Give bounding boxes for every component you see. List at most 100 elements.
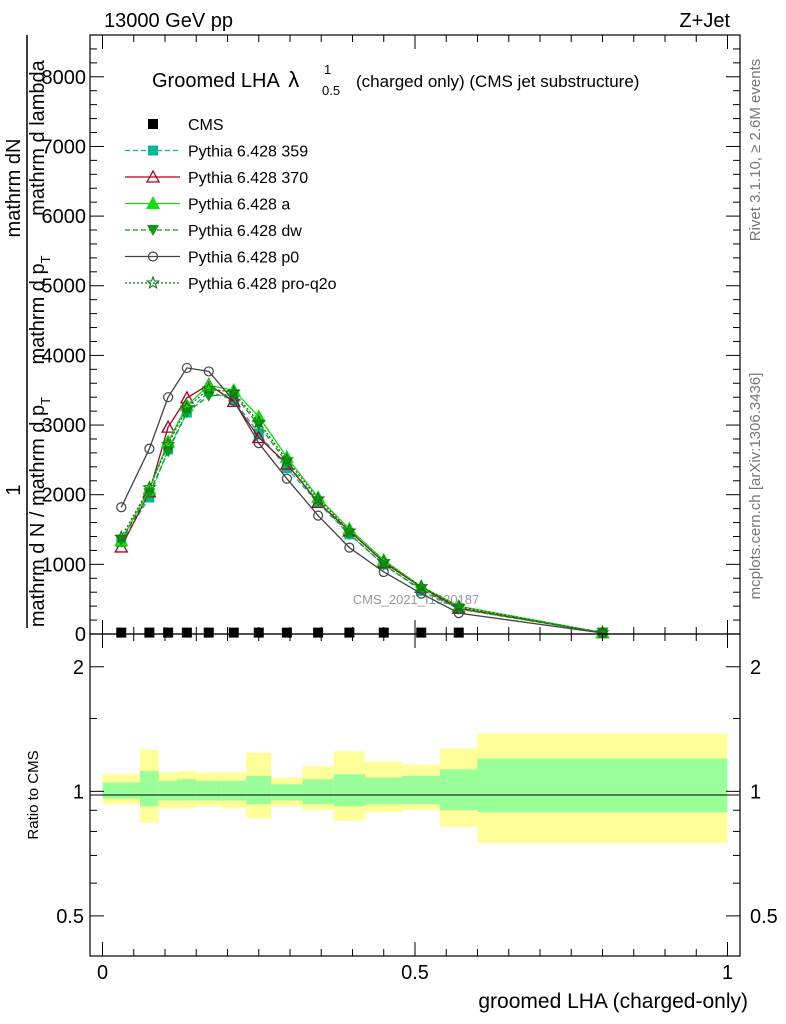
legend-label-pp0: Pythia 6.428 p0 bbox=[188, 250, 299, 267]
data-point-pq2o bbox=[160, 437, 176, 451]
data-point-pa bbox=[201, 377, 216, 391]
data-point-cms bbox=[344, 627, 355, 638]
data-point-pp0 bbox=[181, 362, 192, 374]
data-point-cms bbox=[144, 627, 155, 638]
y-tick-label: 0 bbox=[75, 624, 86, 646]
data-point-pq2o bbox=[451, 599, 466, 613]
y-tick-label: 3000 bbox=[42, 415, 87, 437]
data-point-cms bbox=[163, 627, 174, 638]
legend-marker-pq2o bbox=[145, 275, 161, 290]
data-point-p370 bbox=[226, 394, 241, 408]
legend-marker-pdw bbox=[147, 225, 159, 236]
data-point-cms bbox=[281, 627, 292, 638]
series-line-pp0 bbox=[120, 367, 603, 634]
y-label-numerator: mathrm dN bbox=[3, 139, 25, 238]
y-tick-label: 5000 bbox=[42, 276, 87, 298]
data-point-p370 bbox=[161, 419, 176, 433]
ratio-plot-panel: 0 0.5 1 0.5 0.5 1 1 2 2 Ratio to CMS groomed LHA… bbox=[25, 633, 778, 1013]
data-point-cms bbox=[378, 627, 389, 638]
data-point-pq2o bbox=[342, 523, 357, 538]
series-line-pq2o bbox=[120, 388, 603, 634]
ratio-plot-ticks: 0 0.5 1 0.5 0.5 1 1 2 2 bbox=[56, 634, 778, 984]
legend-label-p359: Pythia 6.428 359 bbox=[188, 144, 308, 161]
plot-title-main: Groomed LHA bbox=[152, 70, 280, 92]
legend-marker-p370 bbox=[145, 169, 161, 183]
ratio-y-axis-label: Ratio to CMS bbox=[25, 750, 42, 839]
ratio-inner-band bbox=[246, 775, 272, 805]
process-label: Z+Jet bbox=[679, 10, 730, 32]
legend-marker-pa bbox=[145, 196, 161, 210]
plot-title-suffix: (charged only) (CMS jet substructure) bbox=[356, 72, 639, 91]
data-point-cms bbox=[313, 627, 324, 638]
x-axis-label: groomed LHA (charged-only) bbox=[478, 990, 748, 1013]
ratio-inner-band bbox=[440, 769, 478, 811]
ratio-y-tick-label: 2 bbox=[73, 657, 84, 679]
y-tick-label: 1000 bbox=[42, 554, 87, 576]
data-point-pp0 bbox=[453, 608, 464, 619]
y-label-denominator-a: mathrm d N / mathrm d pT bbox=[27, 397, 53, 627]
legend-marker-cms bbox=[148, 119, 158, 129]
ratio-y-tick-label: 1 bbox=[73, 781, 84, 803]
data-point-pp0 bbox=[228, 395, 239, 406]
data-point-pq2o bbox=[376, 554, 391, 568]
ratio-inner-band bbox=[402, 775, 440, 805]
legend-label-cms: CMS bbox=[188, 117, 224, 134]
data-point-cms bbox=[203, 627, 214, 638]
ratio-inner-band bbox=[365, 777, 403, 805]
data-point-pp0 bbox=[116, 502, 127, 513]
x-tick-label: 0 bbox=[97, 962, 108, 984]
legend-marker-p359 bbox=[148, 145, 158, 156]
data-point-pq2o bbox=[201, 381, 216, 395]
legend-label-p370: Pythia 6.428 370 bbox=[188, 170, 308, 187]
series-pq2o bbox=[114, 381, 610, 639]
data-point-cms bbox=[416, 627, 427, 638]
data-point-pq2o bbox=[279, 452, 295, 466]
ratio-inner-band bbox=[271, 784, 303, 801]
data-point-pp0 bbox=[253, 438, 264, 449]
ratio-inner-band bbox=[477, 758, 728, 813]
ratio-inner-band bbox=[102, 782, 140, 799]
legend-label-pdw: Pythia 6.428 dw bbox=[188, 223, 302, 240]
data-point-pq2o bbox=[179, 400, 195, 414]
y-tick-label: 8000 bbox=[42, 67, 87, 89]
data-point-cms bbox=[181, 627, 192, 638]
y-tick-label: 7000 bbox=[42, 136, 87, 158]
plot-title-superscript: 1 bbox=[324, 62, 331, 77]
data-point-pq2o bbox=[414, 579, 429, 593]
ratio-y-tick-label: 0.5 bbox=[56, 906, 84, 928]
ratio-inner-band bbox=[333, 774, 365, 807]
data-point-p359 bbox=[253, 428, 264, 439]
ratio-bands bbox=[102, 733, 728, 844]
x-tick-label: 0.5 bbox=[401, 962, 429, 984]
ratio-inner-band bbox=[177, 779, 197, 801]
data-point-cms bbox=[116, 627, 127, 638]
y-label-denominator-b: mathrm d pT bbox=[27, 255, 53, 364]
data-point-pq2o bbox=[310, 491, 326, 505]
x-tick-label: 1 bbox=[722, 962, 733, 984]
data-point-pp0 bbox=[203, 366, 214, 377]
main-y-axis-label: 1 mathrm dN mathrm d N / mathrm d pT mat… bbox=[3, 35, 53, 628]
y-label-denominator-c: mathrm d lambda bbox=[27, 59, 49, 215]
ratio-inner-band bbox=[302, 779, 334, 805]
series-pp0 bbox=[116, 362, 608, 639]
legend-label-pa: Pythia 6.428 a bbox=[188, 197, 290, 214]
main-plot-ticks: 0 1000 2000 3000 4000 5000 6000 7000 8000 bbox=[42, 35, 740, 646]
data-point-pq2o bbox=[226, 384, 241, 399]
data-point-pq2o bbox=[251, 414, 266, 429]
data-point-pp0 bbox=[344, 542, 355, 553]
y-tick-label: 4000 bbox=[42, 345, 87, 367]
data-point-pq2o bbox=[142, 480, 157, 494]
ratio-inner-band bbox=[158, 780, 178, 801]
rivet-version-label: Rivet 3.1.10, ≥ 2.6M events bbox=[747, 59, 764, 242]
data-point-pp0 bbox=[281, 473, 292, 484]
ratio-y-tick-label-right: 2 bbox=[750, 657, 761, 679]
series-cms bbox=[116, 627, 464, 638]
data-point-cms bbox=[253, 627, 264, 638]
data-point-cms bbox=[228, 627, 239, 638]
data-point-p370 bbox=[114, 539, 129, 553]
data-point-pp0 bbox=[163, 392, 174, 403]
data-point-pp0 bbox=[144, 443, 155, 454]
y-tick-label: 6000 bbox=[42, 206, 87, 228]
